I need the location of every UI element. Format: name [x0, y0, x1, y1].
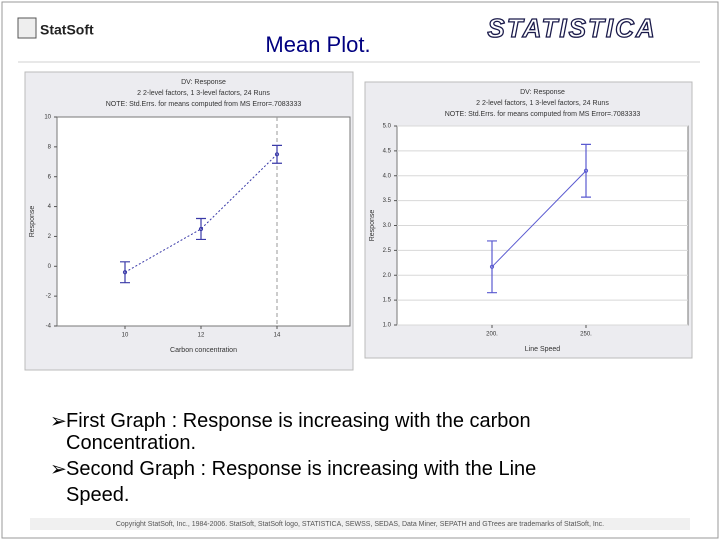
error-bar [120, 261, 130, 284]
x-axis-label: Line Speed [525, 346, 561, 353]
y-axis-label: Response [29, 206, 36, 238]
y-tick-label: 2 [48, 234, 52, 240]
bullet-arrow: ➢ [50, 410, 67, 432]
x-axis-label: Carbon concentration [170, 347, 237, 354]
slide-title: Mean Plot. [265, 32, 370, 57]
y-tick-label: 8 [48, 144, 52, 150]
y-axis-label: Response [369, 210, 376, 242]
footer-band [30, 518, 690, 530]
y-tick-label: 10 [44, 115, 51, 121]
plot-area [56, 116, 351, 327]
x-tick-label: 200. [486, 332, 498, 338]
y-tick-label: 6 [48, 174, 52, 180]
y-tick-label: 1.5 [383, 298, 392, 304]
mean-line [124, 153, 278, 273]
mean-line [491, 170, 587, 268]
error-bar [272, 144, 282, 164]
y-tick-label: 4.0 [383, 173, 392, 179]
y-tick-label: 0 [48, 264, 52, 270]
y-tick-label: 5.0 [383, 124, 392, 130]
error-bar [487, 240, 497, 294]
y-tick-label: 3.0 [383, 223, 392, 229]
y-tick-label: 1.0 [383, 323, 392, 329]
logo-icon [17, 17, 37, 39]
y-tick-label: 4 [48, 204, 52, 210]
y-tick-label: -2 [46, 294, 52, 300]
y-tick-label: 4.5 [383, 148, 392, 154]
chart-subtitle: 2 2-level factors, 1 3-level factors, 24… [137, 90, 270, 97]
x-tick-label: 250. [580, 332, 592, 338]
mean-point [489, 264, 495, 269]
y-tick-label: 3.5 [383, 198, 392, 204]
chart-subtitle: DV: Response [520, 89, 565, 96]
chart-subtitle: NOTE: Std.Errs. for means computed from … [106, 101, 302, 108]
x-tick-label: 12 [198, 333, 205, 339]
y-tick-label: 2.5 [383, 248, 392, 254]
y-tick-label: -4 [46, 324, 52, 330]
logo-text: StatSoft [40, 22, 94, 38]
chart-subtitle: NOTE: Std.Errs. for means computed from … [445, 111, 641, 118]
error-bar [196, 217, 206, 241]
mean-point [274, 152, 280, 157]
mean-point [583, 168, 589, 173]
bullet: First Graph : Response is increasing wit… [66, 410, 531, 454]
brand: STATISTICA [487, 13, 656, 43]
x-tick-label: 14 [274, 333, 281, 339]
mean-point [198, 226, 204, 232]
x-tick-label: 10 [122, 333, 129, 339]
chart-subtitle: DV: Response [181, 79, 226, 86]
bullet-arrow: ➢ [50, 458, 67, 480]
chart-subtitle: 2 2-level factors, 1 3-level factors, 24… [476, 100, 609, 107]
bullet: Second Graph : Response is increasing wi… [66, 458, 536, 506]
mean-point [122, 270, 128, 275]
footer: Copyright StatSoft, Inc., 1984-2006. Sta… [116, 521, 604, 528]
y-tick-label: 2.0 [383, 273, 392, 279]
error-bar [581, 143, 591, 198]
